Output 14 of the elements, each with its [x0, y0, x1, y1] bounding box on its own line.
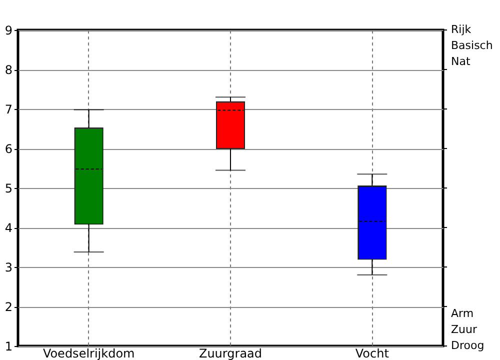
x-tick-label: Voedselrijkdom — [42, 346, 135, 360]
y-tick-label: 9 — [4, 24, 12, 38]
y-tick-label: 8 — [4, 63, 12, 77]
x-tick-label: Zuurgraad — [198, 346, 262, 360]
y-tick-label: 6 — [4, 142, 12, 156]
text: Rijk Basisch Nat — [451, 23, 493, 68]
y-tick-label: 2 — [4, 300, 12, 314]
y-tick-label: 5 — [4, 182, 12, 196]
x-tick-label: Vocht — [355, 346, 390, 360]
text: Arm Zuur Droog — [451, 307, 484, 352]
y-tick-label: 7 — [4, 102, 12, 116]
y-tick-label: 3 — [4, 260, 12, 274]
y-tick-label: 1 — [4, 340, 12, 354]
y-tick-label: 4 — [4, 221, 12, 235]
